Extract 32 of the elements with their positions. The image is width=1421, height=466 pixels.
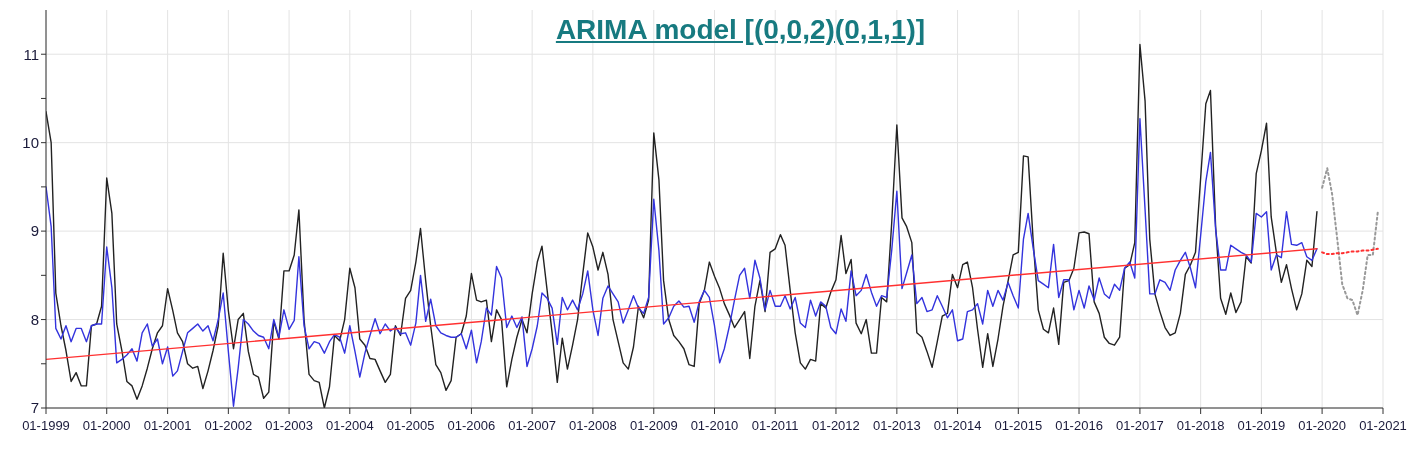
- x-tick-label: 01-2002: [204, 418, 253, 433]
- chart-title: ARIMA model [(0,0,2)(0,1,1)]: [554, 14, 927, 46]
- x-tick-label: 01-2011: [751, 418, 799, 433]
- y-tick-label: 11: [23, 45, 39, 63]
- x-tick-label: 01-1999: [22, 418, 70, 433]
- x-tick-label: 01-2018: [1176, 418, 1225, 433]
- x-tick-label: 01-2007: [508, 418, 557, 433]
- x-tick-label: 01-2017: [1116, 418, 1164, 433]
- x-tick-label: 01-2006: [447, 418, 496, 433]
- y-tick-label: 8: [30, 310, 39, 328]
- x-tick-label: 01-2021: [1359, 418, 1407, 433]
- y-tick-label: 9: [30, 222, 39, 240]
- x-tick-label: 01-2016: [1055, 418, 1103, 433]
- x-tick-label: 01-2010: [690, 418, 739, 433]
- y-tick-label: 7: [30, 399, 39, 417]
- x-tick-label: 01-2003: [265, 418, 313, 433]
- x-tick-label: 01-2014: [933, 418, 982, 433]
- x-tick-label: 01-2008: [569, 418, 617, 433]
- x-tick-label: 01-2020: [1298, 418, 1346, 433]
- x-tick-label: 01-2013: [872, 418, 921, 433]
- x-tick-label: 01-2001: [143, 418, 192, 433]
- x-tick-label: 01-2012: [812, 418, 860, 433]
- line-series: [46, 118, 1318, 407]
- x-tick-label: 01-2004: [325, 418, 374, 433]
- x-tick-label: 01-2005: [386, 418, 435, 433]
- x-tick-label: 01-2019: [1237, 418, 1286, 433]
- line-series: [46, 43, 1318, 408]
- y-tick-label: 10: [22, 133, 39, 151]
- x-tick-label: 01-2009: [629, 418, 678, 433]
- x-tick-label: 01-2000: [82, 418, 131, 433]
- x-tick-label: 01-2015: [994, 418, 1043, 433]
- line-series: [1321, 167, 1379, 317]
